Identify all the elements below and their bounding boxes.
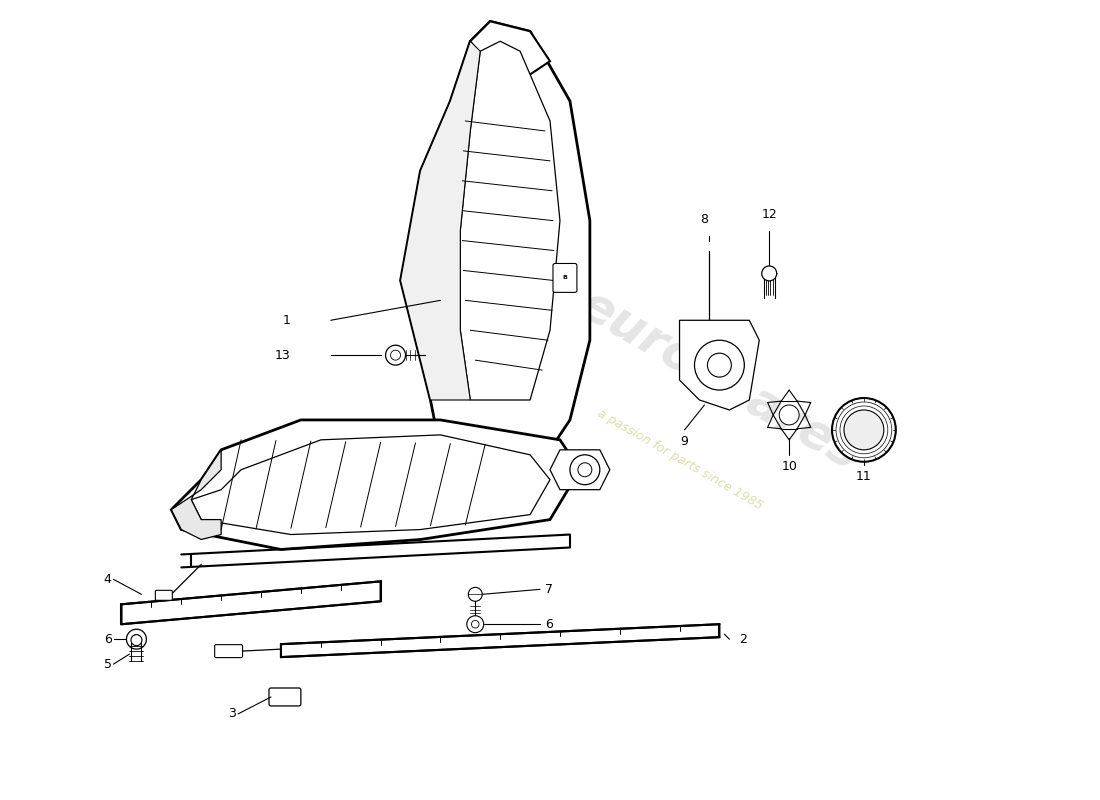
Text: 4: 4: [103, 573, 111, 586]
Circle shape: [126, 630, 146, 649]
Circle shape: [466, 616, 484, 633]
FancyBboxPatch shape: [214, 645, 243, 658]
FancyBboxPatch shape: [270, 688, 301, 706]
Text: 9: 9: [681, 435, 689, 448]
Circle shape: [844, 410, 883, 450]
Polygon shape: [400, 42, 481, 400]
Text: 5: 5: [103, 658, 111, 670]
Text: 7: 7: [544, 583, 553, 596]
Polygon shape: [400, 22, 590, 450]
Circle shape: [779, 405, 799, 425]
Text: eurospares: eurospares: [571, 280, 868, 480]
Circle shape: [469, 587, 482, 602]
Text: 6: 6: [544, 618, 553, 630]
Polygon shape: [172, 420, 580, 550]
Polygon shape: [550, 450, 609, 490]
Circle shape: [762, 266, 777, 281]
Polygon shape: [280, 624, 719, 657]
Circle shape: [386, 345, 406, 365]
Polygon shape: [121, 582, 381, 624]
Polygon shape: [460, 42, 560, 400]
Text: 11: 11: [856, 470, 872, 482]
Polygon shape: [172, 450, 221, 539]
Text: a passion for parts since 1985: a passion for parts since 1985: [595, 407, 764, 513]
Text: B: B: [562, 275, 568, 281]
Polygon shape: [191, 435, 550, 534]
Text: 1: 1: [283, 314, 290, 326]
Circle shape: [131, 634, 142, 646]
Text: 13: 13: [275, 349, 290, 362]
FancyBboxPatch shape: [155, 590, 173, 600]
Text: 3: 3: [228, 707, 236, 721]
Polygon shape: [471, 22, 550, 81]
Text: 8: 8: [701, 213, 708, 226]
Polygon shape: [680, 320, 759, 410]
Text: 6: 6: [103, 633, 111, 646]
Circle shape: [694, 340, 745, 390]
Circle shape: [832, 398, 895, 462]
FancyBboxPatch shape: [553, 263, 576, 292]
Text: 10: 10: [781, 460, 798, 473]
Circle shape: [570, 455, 600, 485]
Text: 2: 2: [739, 633, 747, 646]
Text: 12: 12: [761, 208, 777, 221]
